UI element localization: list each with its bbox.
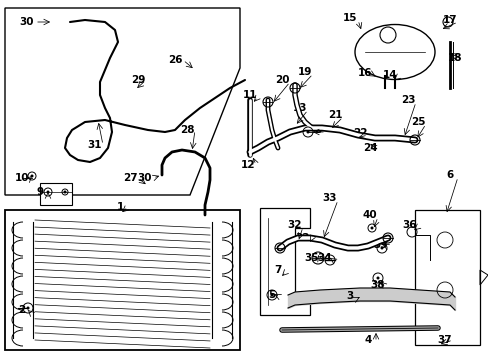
Circle shape	[306, 130, 309, 134]
Text: 10: 10	[15, 173, 29, 183]
Text: 35: 35	[304, 253, 319, 263]
Circle shape	[63, 190, 66, 194]
Text: 23: 23	[400, 95, 414, 105]
Text: 7: 7	[274, 265, 281, 275]
Text: 40: 40	[362, 210, 377, 220]
Circle shape	[30, 175, 34, 177]
Text: 9: 9	[37, 187, 43, 197]
Text: 27: 27	[122, 173, 137, 183]
Text: 3: 3	[346, 291, 353, 301]
Text: 5: 5	[268, 290, 275, 300]
Text: 36: 36	[402, 220, 416, 230]
Text: 25: 25	[410, 117, 425, 127]
Text: 15: 15	[342, 13, 357, 23]
Text: 32: 32	[287, 220, 302, 230]
Circle shape	[46, 190, 49, 194]
Text: 38: 38	[370, 280, 385, 290]
Text: 29: 29	[131, 75, 145, 85]
Text: 30: 30	[20, 17, 34, 27]
Text: 14: 14	[382, 70, 397, 80]
Circle shape	[380, 247, 383, 249]
Text: 24: 24	[362, 143, 377, 153]
Text: 33: 33	[295, 233, 309, 243]
Circle shape	[370, 226, 373, 230]
Text: 4: 4	[364, 335, 371, 345]
Text: 6: 6	[446, 170, 453, 180]
Bar	[40, 183, 72, 205]
Text: 34: 34	[317, 253, 332, 263]
Text: 37: 37	[437, 335, 451, 345]
Bar	[5, 210, 240, 350]
Text: 22: 22	[352, 128, 366, 138]
Text: 17: 17	[442, 15, 456, 25]
Text: 12: 12	[240, 160, 255, 170]
Text: 33: 33	[322, 193, 337, 203]
Text: 28: 28	[180, 125, 194, 135]
Circle shape	[270, 293, 273, 297]
Text: 8: 8	[314, 125, 321, 135]
Text: 21: 21	[327, 110, 342, 120]
Text: 13: 13	[292, 103, 306, 113]
Text: 31: 31	[87, 140, 102, 150]
Text: 16: 16	[357, 68, 371, 78]
Circle shape	[26, 306, 29, 310]
Text: 1: 1	[116, 202, 123, 212]
Text: 19: 19	[297, 67, 311, 77]
Text: 2: 2	[19, 305, 25, 315]
Text: 18: 18	[447, 53, 461, 63]
Text: 26: 26	[167, 55, 182, 65]
Text: 11: 11	[242, 90, 257, 100]
Text: 20: 20	[274, 75, 289, 85]
Text: 39: 39	[372, 240, 386, 250]
Text: 30: 30	[138, 173, 152, 183]
Circle shape	[376, 276, 379, 279]
